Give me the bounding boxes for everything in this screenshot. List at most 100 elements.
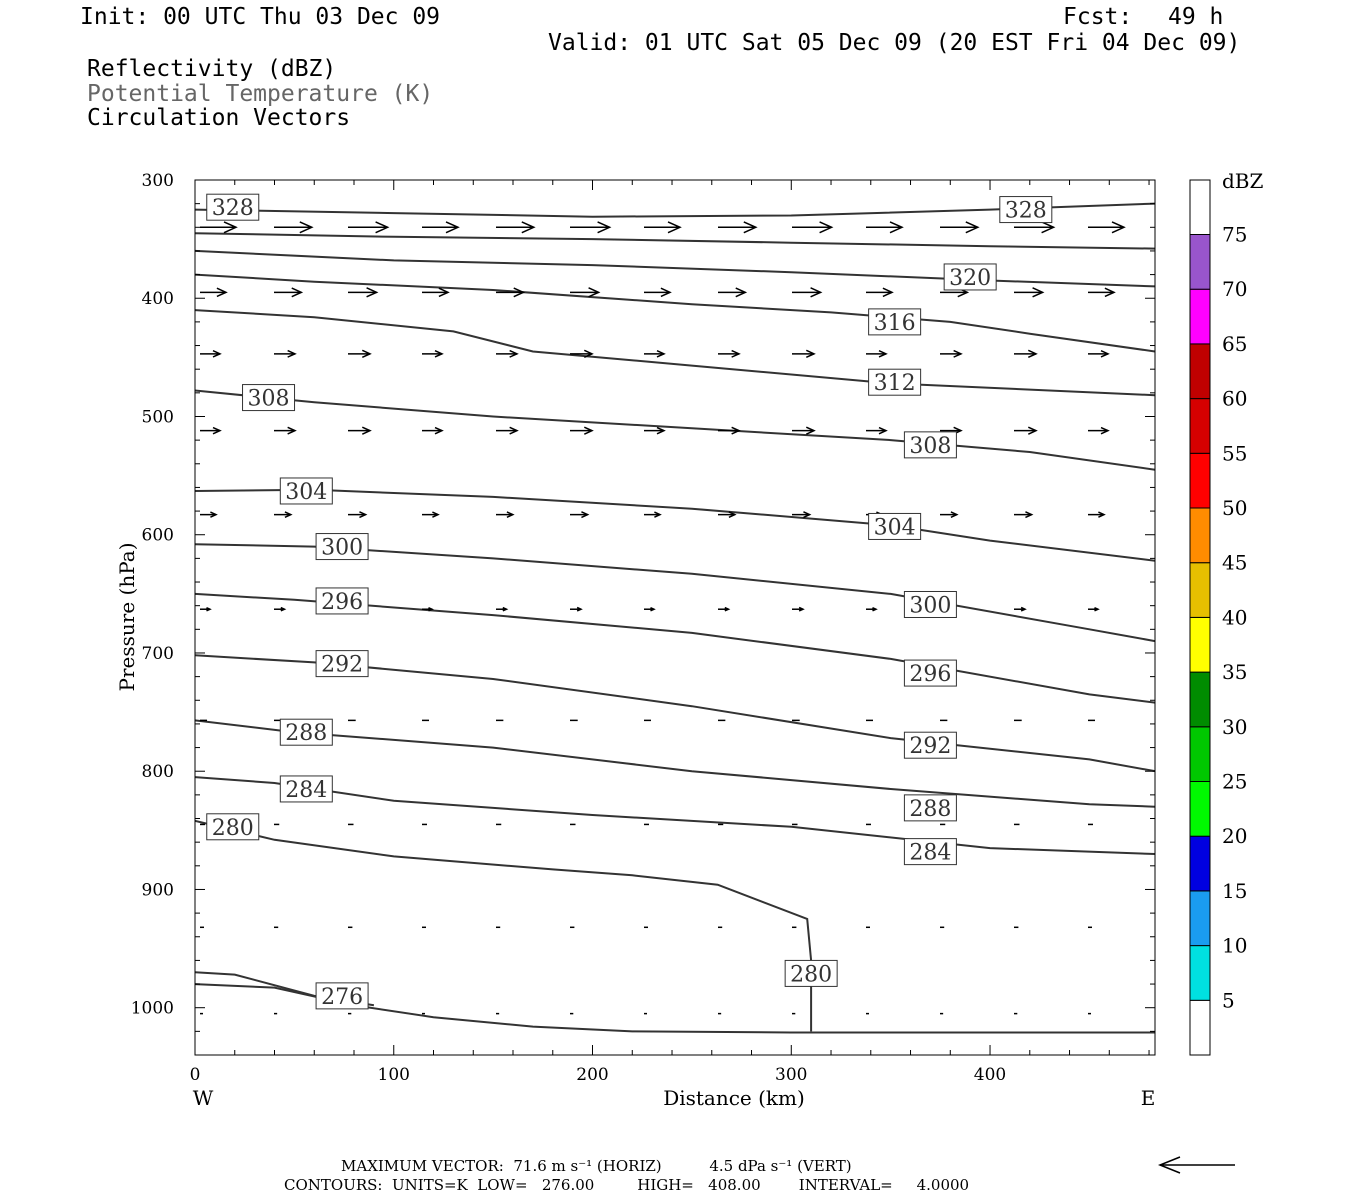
vector-arrowhead xyxy=(216,287,228,298)
colorbar-segment xyxy=(1189,671,1211,728)
contour-label-box xyxy=(279,477,333,505)
colorbar-segment xyxy=(1189,562,1211,618)
contour-label: 316 xyxy=(874,311,916,336)
vector-arrowhead xyxy=(1041,221,1056,234)
init-time: Init: 00 UTC Thu 03 Dec 09 xyxy=(80,4,441,30)
field-potential-temperature: Potential Temperature (K) xyxy=(87,81,434,107)
vector-arrowhead xyxy=(428,606,434,612)
vector-arrowhead xyxy=(654,511,662,518)
vector-arrowhead xyxy=(445,221,460,234)
vector-arrowhead xyxy=(803,511,812,519)
contour-label-box xyxy=(315,533,369,561)
contour-label-box xyxy=(868,308,922,336)
forecast-hours: 49 h xyxy=(1168,4,1224,30)
vector-arrowhead xyxy=(882,287,894,298)
contour-label: 280 xyxy=(790,962,832,987)
contour-label: 296 xyxy=(321,590,363,615)
vector-arrowhead xyxy=(660,287,672,298)
vector-arrowhead xyxy=(588,287,601,298)
contour-label: 284 xyxy=(909,841,951,866)
contour-label: 312 xyxy=(874,371,916,396)
contour-label-box xyxy=(999,196,1053,224)
vector-arrowhead xyxy=(361,426,372,435)
x-tick-label: 400 xyxy=(974,1065,1006,1085)
forecast-label: Fcst: xyxy=(1063,4,1133,30)
vector-arrowhead xyxy=(434,349,444,358)
colorbar-tick-label: 70 xyxy=(1222,277,1247,301)
contour-292 xyxy=(195,654,1155,773)
contour-label-box xyxy=(279,718,333,746)
contour-label: 292 xyxy=(909,734,951,759)
field-reflectivity: Reflectivity (dBZ) xyxy=(87,56,337,82)
vector-arrowhead xyxy=(743,221,758,234)
colorbar-segment xyxy=(1189,179,1211,235)
plot-frame xyxy=(194,179,1156,1056)
contour-label: 320 xyxy=(949,266,991,291)
colorbar-unit-label: dBZ xyxy=(1222,169,1264,193)
vector-arrowhead xyxy=(728,511,737,518)
contour-label-box xyxy=(242,384,296,412)
vector-arrowhead xyxy=(1027,426,1038,435)
colorbar-tick-label: 55 xyxy=(1222,441,1247,465)
colorbar-segment xyxy=(1189,890,1211,947)
contour-label-box xyxy=(903,838,957,866)
vector-arrowhead xyxy=(1100,426,1110,435)
colorbar-segment xyxy=(1189,452,1211,509)
vector-arrowhead xyxy=(1094,606,1100,612)
colorbar-tick-label: 20 xyxy=(1222,824,1247,848)
vector-arrowhead xyxy=(366,287,379,298)
vector-arrowhead xyxy=(597,221,612,234)
vector-arrowhead xyxy=(206,606,212,612)
contour-label: 308 xyxy=(248,387,290,412)
x-tick-label: 200 xyxy=(576,1065,608,1085)
colorbar-segment xyxy=(1189,398,1211,454)
vector-arrowhead xyxy=(731,349,741,358)
valid-time: Valid: 01 UTC Sat 05 Dec 09 (20 EST Fri … xyxy=(548,30,1241,56)
x-tick-label: 300 xyxy=(775,1065,807,1085)
vector-arrowhead xyxy=(438,287,450,298)
vector-arrowhead xyxy=(299,221,314,234)
contour-label-box xyxy=(868,368,922,396)
colorbar-tick-label: 15 xyxy=(1222,879,1247,903)
vector-arrowhead xyxy=(287,426,297,435)
colorbar-segment xyxy=(1189,945,1211,1001)
vector-arrowhead xyxy=(359,511,368,519)
vector-arrowhead xyxy=(1032,287,1045,298)
vector-arrowhead xyxy=(513,287,526,298)
y-tick-label: 1000 xyxy=(131,999,174,1019)
y-tick-label: 700 xyxy=(142,644,174,664)
colorbar-segment xyxy=(1189,507,1211,564)
vector-arrowhead xyxy=(667,221,682,234)
contour-label-box xyxy=(868,512,922,540)
x-tick-label: 100 xyxy=(378,1065,410,1085)
contour-label: 328 xyxy=(1005,199,1047,224)
contour-label-box xyxy=(943,263,997,291)
colorbar-tick-label: 35 xyxy=(1222,660,1247,684)
vector-arrowhead xyxy=(361,349,372,358)
contour-308 xyxy=(195,389,1155,471)
y-tick-label: 400 xyxy=(142,289,174,309)
vector-arrowhead xyxy=(284,511,293,518)
contour-label-box xyxy=(315,650,369,678)
contour-label-box xyxy=(279,775,333,803)
contour-296 xyxy=(195,592,1155,704)
contour-312 xyxy=(195,309,1155,397)
colorbar-segment xyxy=(1189,343,1211,400)
vector-arrowhead xyxy=(212,426,222,435)
colorbar-tick-label: 25 xyxy=(1222,770,1247,794)
contour-label: 292 xyxy=(321,653,363,678)
west-label: W xyxy=(193,1086,214,1110)
vector-arrowhead xyxy=(432,511,440,518)
vector-arrowhead xyxy=(223,221,238,234)
vector-arrowhead xyxy=(889,221,904,234)
vector-arrowhead xyxy=(1027,349,1038,358)
contour-label: 276 xyxy=(321,985,363,1010)
colorbar-tick-label: 30 xyxy=(1222,715,1247,739)
vector-arrowhead xyxy=(1025,511,1034,519)
x-axis: 0 100 200 300 400 xyxy=(190,180,1150,1085)
vector-arrowhead xyxy=(1098,511,1106,518)
contour-label: 300 xyxy=(909,593,951,618)
contour-label: 280 xyxy=(212,816,254,841)
colorbar-tick-label: 10 xyxy=(1222,934,1247,958)
